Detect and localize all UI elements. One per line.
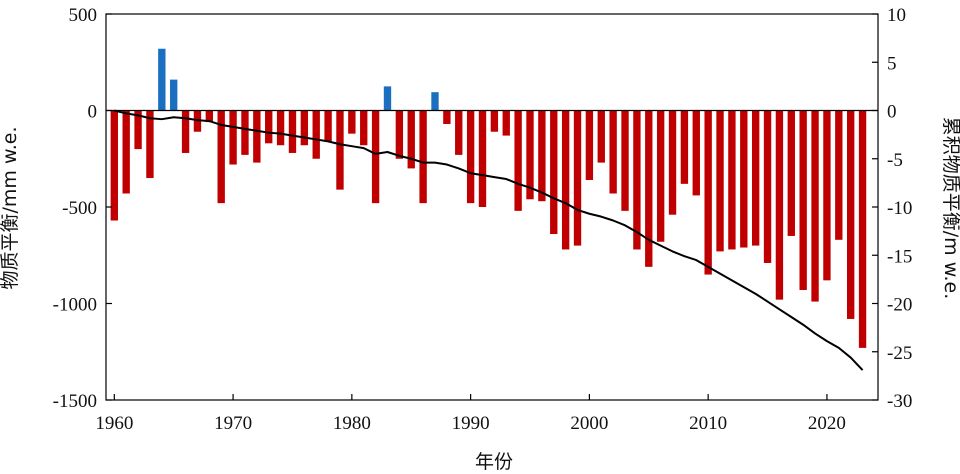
bar-1992 xyxy=(490,110,499,132)
bar-1964 xyxy=(158,48,166,111)
bar-2014 xyxy=(751,110,760,246)
x-tick-label-2020: 2020 xyxy=(808,413,846,434)
bar-1977 xyxy=(312,110,320,159)
bar-1994 xyxy=(514,110,522,211)
left-axis-title: 物质平衡/mm w.e. xyxy=(0,126,21,289)
bar-1972 xyxy=(253,110,261,163)
right-tick-label--10: -10 xyxy=(887,198,912,219)
x-tick-label-2000: 2000 xyxy=(570,413,608,434)
bar-1963 xyxy=(146,110,154,179)
bar-1980 xyxy=(348,110,356,134)
bar-2013 xyxy=(740,110,748,248)
left-tick-label-500: 500 xyxy=(69,5,98,26)
bars-layer xyxy=(110,48,867,348)
bar-1988 xyxy=(443,110,451,125)
right-tick-label-10: 10 xyxy=(887,5,906,26)
right-tick-label--5: -5 xyxy=(887,150,903,171)
bar-2004 xyxy=(633,110,641,250)
bar-2019 xyxy=(811,110,819,302)
right-tick-label-0: 0 xyxy=(887,102,897,123)
bar-2000 xyxy=(585,110,594,180)
bar-2021 xyxy=(835,110,843,240)
bar-2016 xyxy=(775,110,784,300)
ticks-layer: 500 0 -500 -1000 -1500 10 5 0 -5 -10 -15 -20 -25 -30 1… xyxy=(53,5,913,434)
bar-1970 xyxy=(229,110,237,165)
bar-2001 xyxy=(597,110,605,163)
cumulative-line xyxy=(114,109,864,371)
bar-2012 xyxy=(728,110,736,250)
bar-1982 xyxy=(371,110,380,204)
bar-1974 xyxy=(276,110,285,146)
bar-2002 xyxy=(609,110,617,194)
bar-2010 xyxy=(704,110,712,275)
bar-1991 xyxy=(478,110,487,207)
bar-1993 xyxy=(502,110,510,136)
x-tick-label-1990: 1990 xyxy=(452,413,490,434)
bar-2003 xyxy=(621,110,629,211)
bar-1985 xyxy=(407,110,415,169)
x-axis-title: 年份 xyxy=(475,451,513,473)
bar-1962 xyxy=(134,110,142,150)
bar-2007 xyxy=(668,110,677,215)
bar-1976 xyxy=(300,110,309,146)
right-tick-label--25: -25 xyxy=(887,343,912,364)
bar-1978 xyxy=(324,110,332,142)
left-tick-label-0: 0 xyxy=(88,102,98,123)
bar-1966 xyxy=(181,110,190,153)
bar-1973 xyxy=(265,110,273,144)
bar-1965 xyxy=(170,79,178,111)
bar-1997 xyxy=(550,110,558,235)
right-tick-label--20: -20 xyxy=(887,295,912,316)
bar-2009 xyxy=(692,110,700,196)
plot-frame xyxy=(105,13,879,401)
bar-1987 xyxy=(431,92,439,111)
bar-2011 xyxy=(716,110,724,252)
cumulative-line-layer xyxy=(114,109,864,371)
bar-1960 xyxy=(110,110,118,221)
bar-2022 xyxy=(847,110,855,319)
bar-1981 xyxy=(360,110,368,146)
bar-1961 xyxy=(122,110,130,194)
bar-1979 xyxy=(336,110,344,190)
bar-2015 xyxy=(763,110,772,263)
bar-1969 xyxy=(217,110,225,204)
left-tick-label--1500: -1500 xyxy=(53,391,97,412)
x-tick-label-1980: 1980 xyxy=(333,413,371,434)
bar-2020 xyxy=(823,110,831,281)
axes-layer xyxy=(105,13,879,401)
bar-1990 xyxy=(466,110,475,204)
right-tick-label--15: -15 xyxy=(887,246,912,267)
bar-1968 xyxy=(205,110,214,123)
right-tick-label-5: 5 xyxy=(887,53,897,74)
right-tick-label--30: -30 xyxy=(887,391,912,412)
bar-1971 xyxy=(241,110,249,155)
bar-2023 xyxy=(858,110,867,348)
bar-1999 xyxy=(573,110,582,246)
bar-2008 xyxy=(680,110,689,184)
bar-1998 xyxy=(561,110,570,250)
bar-1975 xyxy=(288,110,297,153)
x-tick-label-1970: 1970 xyxy=(214,413,252,434)
x-tick-label-1960: 1960 xyxy=(95,413,133,434)
bar-1995 xyxy=(526,110,534,200)
x-tick-label-2010: 2010 xyxy=(689,413,727,434)
left-tick-label--500: -500 xyxy=(62,198,97,219)
bar-1986 xyxy=(419,110,427,204)
bar-1983 xyxy=(383,86,392,111)
bar-2006 xyxy=(656,110,665,242)
bar-1989 xyxy=(455,110,463,155)
bar-1984 xyxy=(395,110,404,159)
bar-2018 xyxy=(799,110,807,290)
right-axis-title: 累积物质平衡/m w.e. xyxy=(940,117,960,300)
bar-2005 xyxy=(645,110,653,267)
bar-1996 xyxy=(538,110,546,202)
left-tick-label--1000: -1000 xyxy=(53,295,97,316)
bar-2017 xyxy=(787,110,795,236)
